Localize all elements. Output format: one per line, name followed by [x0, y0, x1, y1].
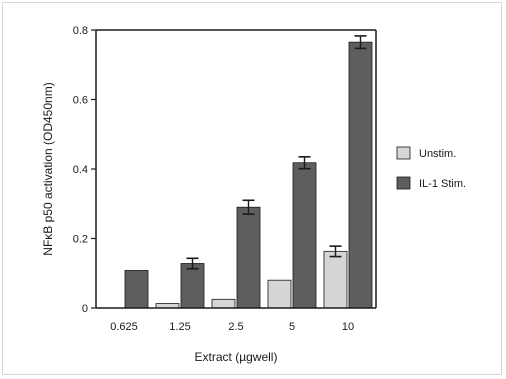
error-bar	[298, 156, 311, 170]
x-tick-label: 1.25	[169, 321, 190, 333]
y-tick-label: 0.8	[73, 25, 88, 37]
bar-il1-stim	[348, 41, 373, 309]
x-tick-label: 2.5	[228, 321, 243, 333]
x-tick-label: 10	[342, 321, 354, 333]
figure-frame	[2, 2, 502, 375]
bar-unstim	[267, 279, 292, 309]
x-axis-title: Extract (µgwell)	[195, 350, 278, 364]
legend-item-il1-stim: IL-1 Stim.	[396, 176, 466, 190]
bars-group	[124, 41, 373, 309]
bar-unstim	[211, 298, 236, 309]
x-tick-label: 5	[289, 321, 295, 333]
y-tick-label: 0.4	[73, 164, 88, 176]
bar-il1-stim	[292, 162, 317, 309]
bar-il1-stim	[236, 206, 261, 309]
error-bars-group	[186, 35, 367, 270]
legend-label: IL-1 Stim.	[419, 178, 466, 190]
legend-swatch	[396, 176, 411, 190]
error-bar	[329, 245, 342, 258]
y-tick-label: 0.2	[73, 234, 88, 246]
x-tick-label: 0.625	[110, 321, 138, 333]
y-axis-title: NFκB p50 activation (OD450nm)	[41, 82, 55, 255]
y-ticks-group: 0 0.2 0.4 0.6 0.8	[73, 25, 96, 315]
error-bar	[186, 257, 199, 270]
error-bar	[242, 199, 255, 215]
error-bar	[354, 35, 367, 50]
x-ticks-group: 0.625 1.25 2.5 5 10	[110, 321, 354, 333]
y-tick-label: 0.6	[73, 95, 88, 107]
bar-il1-stim	[124, 270, 149, 309]
bar-unstim	[323, 250, 348, 309]
legend-item-unstim: Unstim.	[396, 146, 456, 160]
bar-il1-stim	[180, 263, 205, 309]
legend: Unstim. IL-1 Stim.	[396, 146, 466, 190]
legend-label: Unstim.	[419, 148, 456, 160]
legend-swatch	[396, 146, 411, 160]
y-tick-label: 0	[82, 303, 88, 315]
